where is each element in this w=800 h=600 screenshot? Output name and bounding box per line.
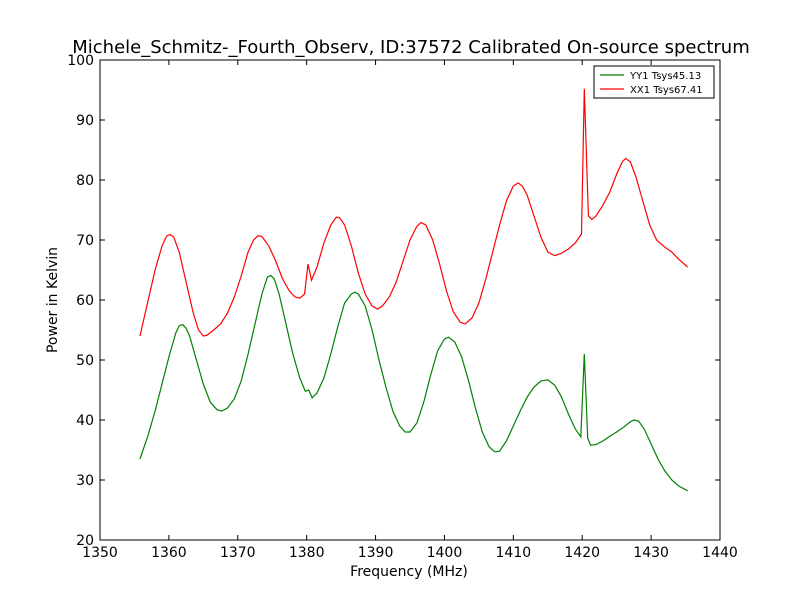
y-tick-label: 80 — [76, 173, 94, 189]
y-axis-label: Power in Kelvin — [45, 247, 61, 353]
x-tick-label: 1370 — [220, 545, 256, 561]
legend-box — [593, 65, 715, 99]
y-tick-label: 60 — [76, 293, 94, 309]
x-tick-label: 1400 — [427, 545, 463, 561]
plot-area — [99, 59, 721, 541]
x-tick-label: 1380 — [289, 545, 325, 561]
y-axis: 20 30 40 50 60 70 80 90 100 — [67, 53, 720, 549]
y-tick-label: 90 — [76, 113, 94, 129]
x-tick-label: 1420 — [564, 545, 600, 561]
plot-frame — [99, 59, 721, 541]
y-tick-label: 50 — [76, 353, 94, 369]
x-tick-label: 1390 — [358, 545, 394, 561]
legend-entry: YY1 Tsys45.13 — [629, 71, 701, 82]
y-tick-label: 100 — [67, 53, 94, 69]
y-tick-label: 70 — [76, 233, 94, 249]
x-tick-label: 1430 — [633, 545, 669, 561]
series-line-xx1 — [139, 88, 688, 337]
x-tick-label: 1350 — [82, 545, 118, 561]
legend-entry: XX1 Tsys67.41 — [630, 85, 703, 96]
chart-title: Michele_Schmitz-_Fourth_Observ, ID:37572… — [72, 37, 750, 58]
y-tick-label: 30 — [76, 473, 94, 489]
x-tick-label: 1410 — [496, 545, 532, 561]
x-tick-label: 1360 — [151, 545, 187, 561]
x-axis: 1350 1360 1370 1380 1390 1400 1410 1420 1430 1440 — [82, 60, 738, 561]
y-tick-label: 40 — [76, 413, 94, 429]
x-axis-label: Frequency (MHz) — [350, 564, 468, 580]
legend: YY1 Tsys45.13 XX1 Tsys67.41 — [593, 65, 715, 99]
x-tick-label: 1440 — [702, 545, 738, 561]
y-tick-label: 20 — [76, 533, 94, 549]
series-line-yy1 — [139, 274, 688, 492]
